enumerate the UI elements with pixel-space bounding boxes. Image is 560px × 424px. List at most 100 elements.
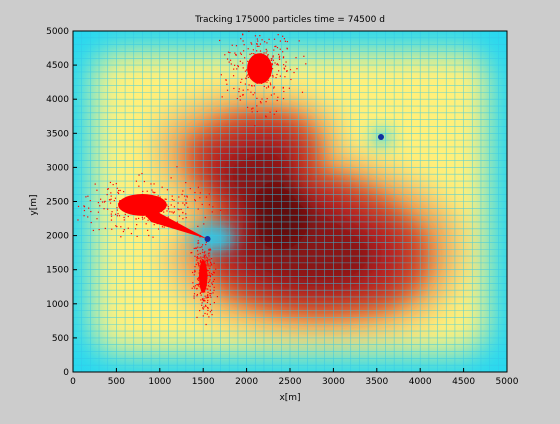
particle: [204, 291, 205, 292]
particle: [249, 72, 250, 73]
particle: [205, 297, 206, 298]
particle: [116, 226, 117, 227]
particle: [283, 91, 284, 92]
particle: [158, 195, 159, 196]
particle: [194, 256, 195, 257]
particle: [150, 200, 151, 201]
particle: [260, 82, 261, 83]
particle: [246, 76, 247, 77]
particle: [243, 40, 244, 41]
particle: [208, 308, 209, 309]
particle: [199, 272, 200, 273]
particle: [247, 89, 248, 90]
particle: [178, 202, 179, 203]
particle: [268, 86, 269, 87]
particle: [202, 273, 203, 274]
particle: [202, 244, 203, 245]
particle: [254, 125, 255, 126]
particle: [162, 207, 163, 208]
particle: [168, 208, 169, 209]
particle: [142, 217, 143, 218]
particle: [204, 300, 205, 301]
particle: [196, 317, 197, 318]
particle: [205, 261, 206, 262]
particle: [241, 54, 242, 55]
particle: [138, 214, 139, 215]
particle: [278, 34, 279, 35]
particle: [121, 201, 122, 202]
particle: [202, 252, 203, 253]
particle: [247, 74, 248, 75]
particle: [111, 216, 112, 217]
particle: [174, 206, 175, 207]
particle: [195, 200, 196, 201]
particle: [98, 212, 99, 213]
particle: [163, 200, 164, 201]
particle: [214, 279, 215, 280]
particle: [277, 100, 278, 101]
particle: [260, 50, 261, 51]
particle: [166, 210, 167, 211]
particle: [283, 56, 284, 57]
particle: [194, 192, 195, 193]
particle: [124, 219, 125, 220]
particle: [198, 208, 199, 209]
particle: [111, 211, 112, 212]
particle: [207, 310, 208, 311]
particle: [157, 203, 158, 204]
particle: [204, 251, 205, 252]
particle: [190, 188, 191, 189]
particle: [114, 200, 115, 201]
particle: [207, 297, 208, 298]
particle: [279, 59, 280, 60]
particle: [130, 211, 131, 212]
particle: [209, 286, 210, 287]
particle: [266, 70, 267, 71]
particle: [194, 248, 195, 249]
particle: [271, 58, 272, 59]
particle: [201, 263, 202, 264]
particle: [185, 182, 186, 183]
particle: [198, 263, 199, 264]
particle: [261, 60, 262, 61]
particle: [214, 302, 215, 303]
particle: [202, 204, 203, 205]
particle: [283, 87, 284, 88]
particle: [205, 217, 206, 218]
particle: [240, 96, 241, 97]
particle: [164, 226, 165, 227]
particle: [263, 52, 264, 53]
particle: [158, 228, 159, 229]
particle: [194, 270, 195, 271]
x-tick-label: 0: [70, 377, 76, 387]
particle: [198, 284, 199, 285]
particle: [256, 98, 257, 99]
particle: [253, 73, 254, 74]
y-tick-label: 500: [52, 334, 69, 344]
particle: [259, 71, 260, 72]
particle: [194, 274, 195, 275]
particle: [210, 290, 211, 291]
particle: [158, 204, 159, 205]
particle: [279, 57, 280, 58]
particle: [212, 292, 213, 293]
particle: [305, 63, 306, 64]
particle: [147, 191, 148, 192]
particle: [197, 250, 198, 251]
particle: [213, 272, 214, 273]
particle: [252, 67, 253, 68]
particle: [253, 29, 254, 30]
particle: [197, 258, 198, 259]
particle: [152, 237, 153, 238]
particle: [201, 277, 202, 278]
particle: [273, 87, 274, 88]
particle: [266, 82, 267, 83]
particle: [206, 278, 207, 279]
particle: [197, 256, 198, 257]
particle: [211, 273, 212, 274]
particle: [207, 294, 208, 295]
particle: [119, 200, 120, 201]
particle: [151, 198, 152, 199]
particle: [250, 73, 251, 74]
particle: [102, 201, 103, 202]
